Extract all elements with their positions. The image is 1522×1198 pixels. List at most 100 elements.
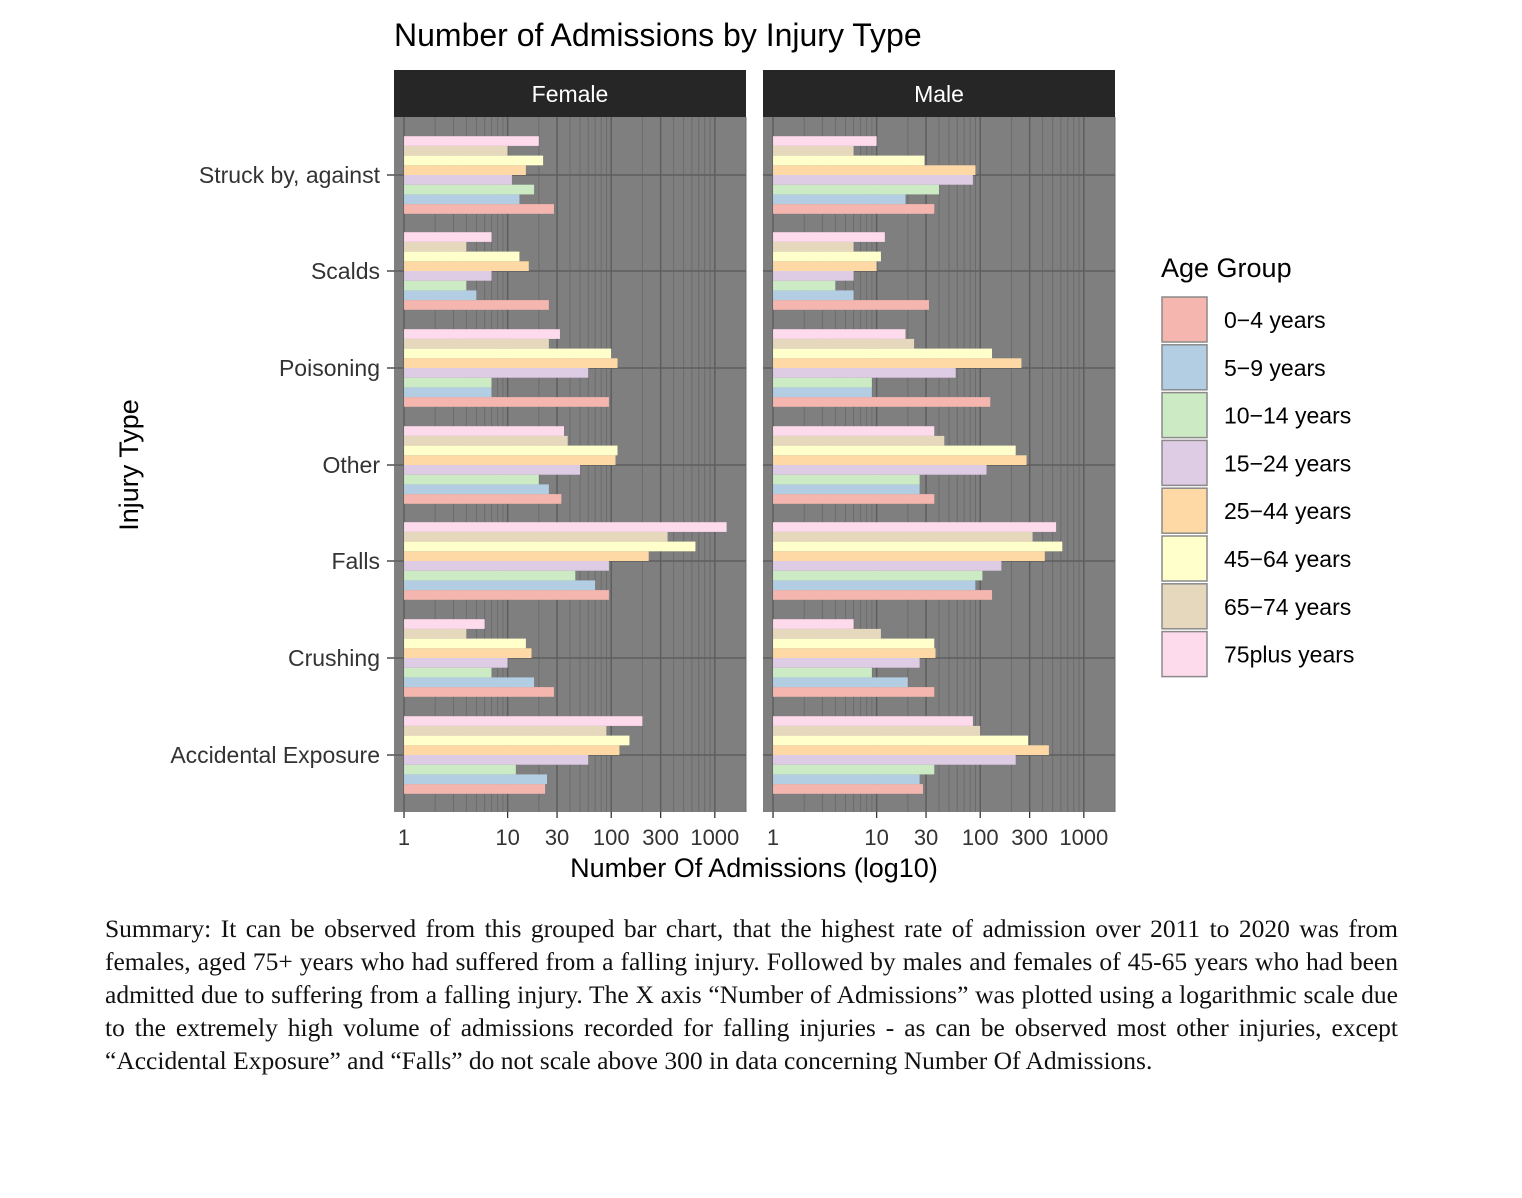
legend-title: Age Group (1161, 253, 1292, 283)
bar (773, 348, 993, 359)
bar (773, 784, 923, 794)
bar (404, 687, 554, 697)
x-tick-label: 1 (767, 825, 779, 850)
bar (773, 745, 1049, 755)
bar (773, 619, 854, 629)
x-tick-label: 10 (495, 825, 519, 850)
bar (404, 184, 535, 195)
bar (404, 658, 508, 668)
bar (773, 358, 1022, 368)
bar (404, 465, 581, 475)
legend-swatch (1161, 535, 1208, 582)
bar (773, 628, 881, 639)
bar (773, 658, 920, 668)
bar (404, 348, 612, 359)
bar (404, 194, 520, 205)
bar (773, 368, 956, 378)
bar (773, 677, 908, 688)
legend-label: 65−74 years (1224, 594, 1351, 620)
bar (404, 484, 549, 495)
bar (773, 735, 1029, 746)
y-tick-label: Crushing (288, 645, 380, 671)
bar (404, 764, 516, 775)
bar (773, 590, 993, 600)
facet-strip (763, 70, 1115, 117)
bar (404, 368, 589, 378)
bar (404, 725, 607, 736)
bar (404, 426, 564, 436)
bar (773, 774, 920, 785)
legend-swatch (1161, 439, 1208, 487)
x-tick-label: 10 (864, 825, 888, 850)
bar (404, 136, 539, 146)
bar (404, 619, 485, 629)
legend-swatch (1161, 391, 1208, 439)
bar (773, 377, 872, 388)
bar (404, 784, 546, 794)
bar (404, 271, 492, 281)
bar (773, 648, 936, 658)
x-tick-label: 30 (545, 825, 569, 850)
bar (773, 280, 836, 291)
bar (773, 561, 1002, 571)
x-tick-label: 100 (593, 825, 630, 850)
bar (404, 570, 576, 581)
y-axis-label: Injury Type (114, 399, 144, 531)
bar (773, 165, 976, 175)
bar (773, 387, 872, 398)
legend-label: 15−24 years (1224, 450, 1351, 476)
bar (773, 580, 976, 591)
bar (404, 329, 560, 339)
bar (773, 435, 945, 446)
bar (404, 745, 620, 755)
bar (773, 232, 885, 242)
x-tick-label: 1000 (1059, 825, 1108, 850)
bar (404, 290, 477, 301)
bar (404, 638, 526, 649)
bar (773, 145, 854, 156)
bar (404, 494, 562, 504)
bar (773, 175, 973, 185)
bar (773, 338, 915, 349)
bar (404, 580, 596, 591)
bar (773, 251, 881, 262)
facet-strip (394, 70, 746, 117)
bar (404, 358, 618, 368)
facet-panels: Female 1 10 30 100 300 1000 Male 1 10 30 100 300 1000 (394, 70, 1116, 850)
x-tick-label: 300 (1011, 825, 1048, 850)
bar (773, 241, 854, 252)
bar (773, 551, 1045, 561)
bar (404, 165, 526, 175)
facet-label: Male (914, 81, 964, 107)
bar (404, 145, 508, 156)
bar (404, 522, 727, 532)
legend-swatch (1161, 630, 1208, 678)
bar (773, 522, 1057, 532)
bar (404, 232, 492, 242)
bar (773, 300, 929, 310)
bar (773, 194, 906, 205)
bar (773, 725, 981, 736)
x-tick-label: 30 (914, 825, 938, 850)
bar (773, 638, 935, 649)
legend-swatch (1161, 583, 1208, 630)
bar (404, 531, 668, 542)
bar (773, 484, 920, 495)
bar (773, 397, 991, 407)
bar (773, 184, 939, 195)
bar (773, 667, 872, 678)
bar (404, 774, 548, 785)
y-tick-label: Scalds (311, 258, 380, 284)
bar (773, 204, 935, 214)
bar (773, 716, 973, 726)
bar (773, 465, 987, 475)
category-axis: Struck by, against Scalds Poisoning Other Fa… (170, 162, 394, 768)
panel-male: Male 1 10 30 100 300 1000 (763, 70, 1116, 850)
bar (404, 435, 568, 446)
legend-swatch (1161, 344, 1208, 391)
bar (404, 175, 512, 185)
legend-label: 10−14 years (1224, 403, 1351, 429)
bar (773, 261, 877, 271)
bar (773, 136, 877, 146)
x-tick-label: 100 (962, 825, 999, 850)
